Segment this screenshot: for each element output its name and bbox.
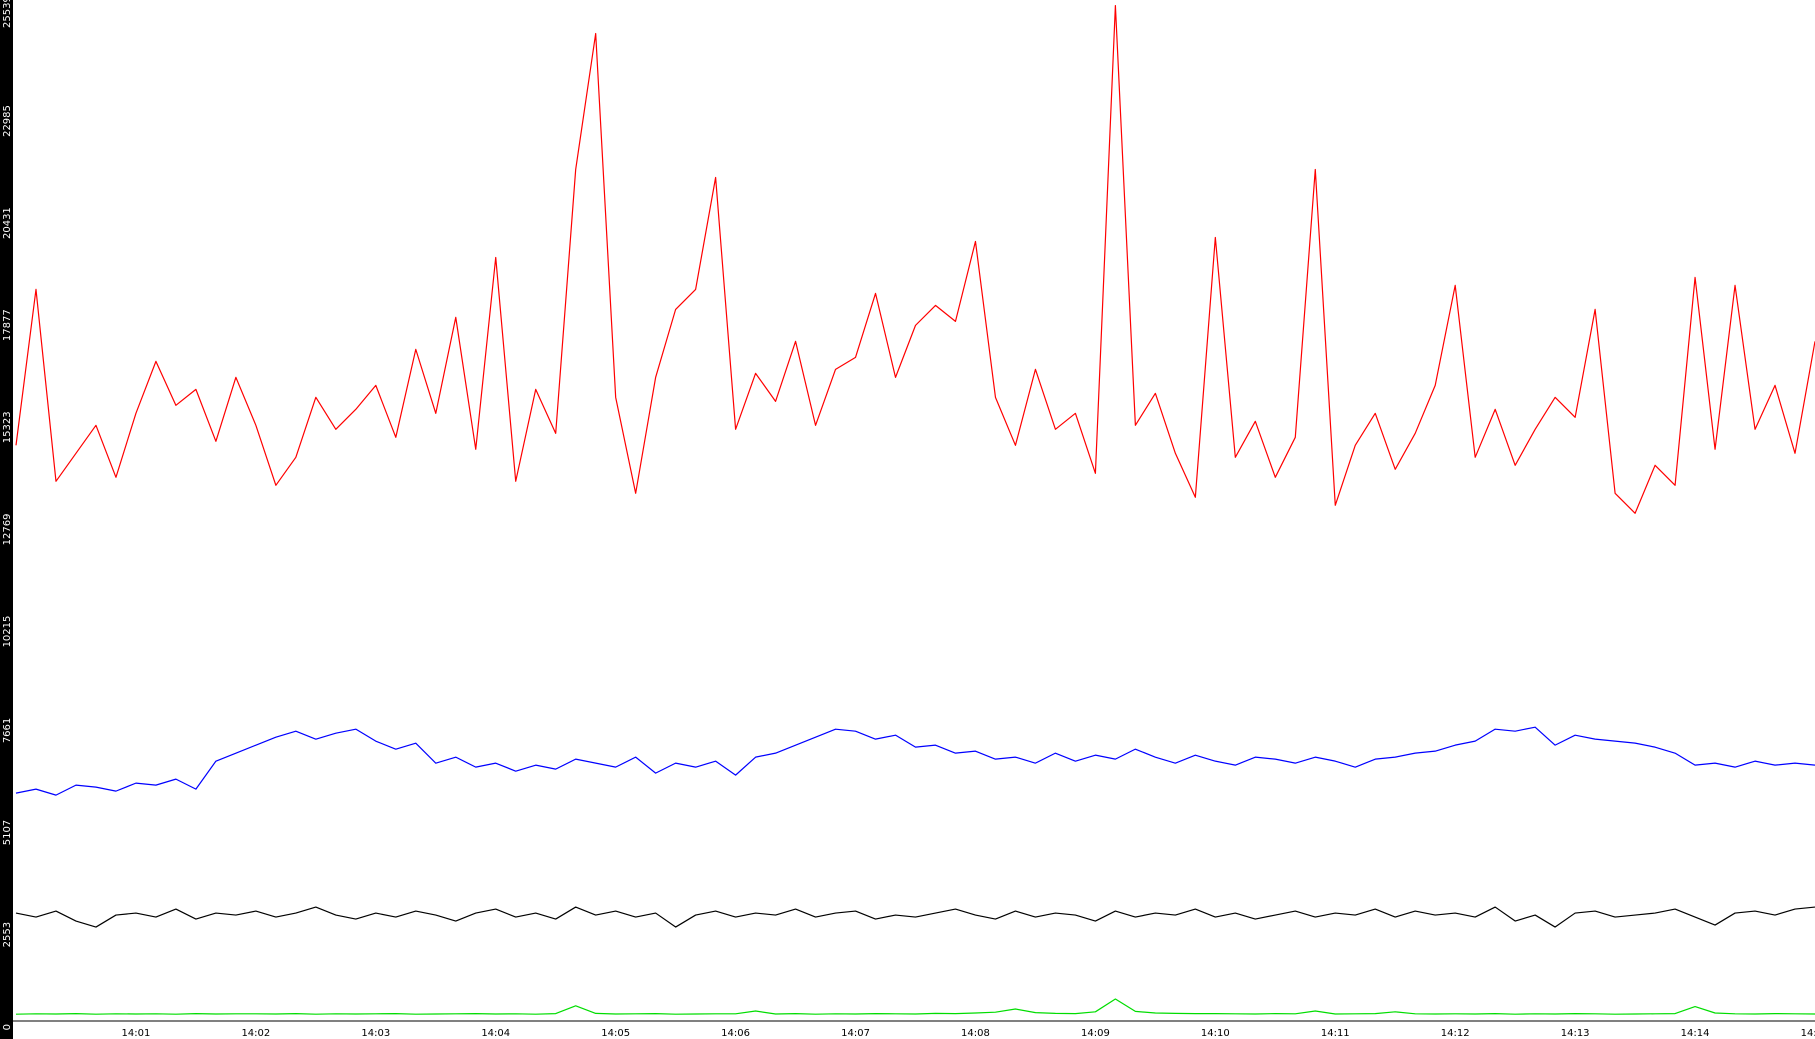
y-tick-label: 17877 xyxy=(2,309,13,341)
y-tick-label: 15323 xyxy=(2,411,13,443)
x-tick-label: 14:06 xyxy=(721,1028,750,1039)
y-axis-strip xyxy=(0,0,13,1039)
x-tick-label: 14:07 xyxy=(841,1028,870,1039)
series-line xyxy=(15,906,1815,928)
x-tick-label: 14:09 xyxy=(1081,1028,1110,1039)
y-tick-label: 25539 xyxy=(2,0,13,28)
x-tick-label: 14:02 xyxy=(241,1028,270,1039)
y-tick-label: 20431 xyxy=(2,207,13,239)
y-tick-label: 5107 xyxy=(2,820,13,845)
x-tick-label: 14:14 xyxy=(1681,1028,1710,1039)
series-line xyxy=(15,726,1815,796)
x-tick-label: 14:12 xyxy=(1441,1028,1470,1039)
x-tick-label: 14:11 xyxy=(1321,1028,1350,1039)
y-tick-label: 12769 xyxy=(2,514,13,546)
x-tick-label: 14:10 xyxy=(1201,1028,1230,1039)
y-tick-label: 10215 xyxy=(2,616,13,648)
series-line xyxy=(15,4,1815,514)
y-tick-label: 0 xyxy=(2,1024,13,1030)
x-tick-label: 14:05 xyxy=(601,1028,630,1039)
y-tick-label: 2553 xyxy=(2,922,13,947)
y-tick-label: 22985 xyxy=(2,105,13,137)
series-line xyxy=(15,998,1815,1015)
x-tick-label: 14:03 xyxy=(361,1028,390,1039)
x-tick-label: 14:01 xyxy=(122,1028,151,1039)
x-tick-label: 14:08 xyxy=(961,1028,990,1039)
y-tick-label: 7661 xyxy=(2,718,13,743)
x-tick-label: 14:15 xyxy=(1801,1028,1815,1039)
x-tick-label: 14:04 xyxy=(481,1028,510,1039)
x-tick-label: 14:13 xyxy=(1561,1028,1590,1039)
